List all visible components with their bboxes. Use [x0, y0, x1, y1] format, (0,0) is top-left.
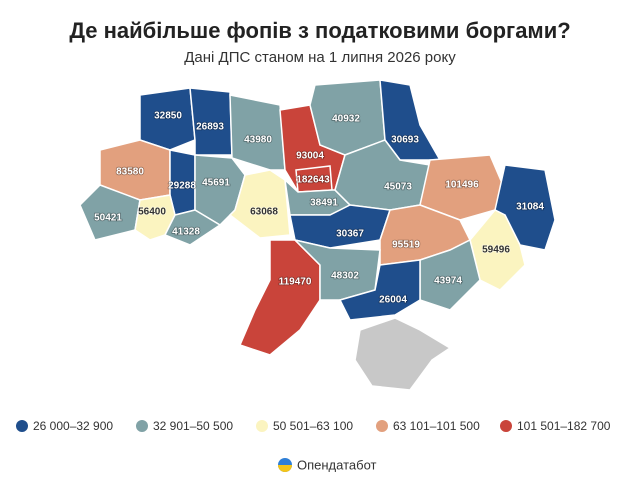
region-label: 95519 — [392, 240, 420, 251]
region-label: 119470 — [279, 277, 312, 288]
brand-name: Опендатабот — [297, 457, 377, 472]
region-label: 30367 — [336, 229, 364, 240]
region-label: 43974 — [434, 276, 462, 287]
region — [229, 94, 286, 171]
region — [238, 239, 321, 356]
region — [163, 209, 222, 246]
region-label: 56400 — [138, 207, 166, 218]
region-label: 182643 — [296, 175, 330, 186]
brand-icon-half — [278, 465, 292, 472]
map: 32850 26893 43980 93004 182643 40932 30693 8358… — [79, 79, 556, 391]
title: Де найбільше фопів з податковими боргами… — [69, 18, 570, 43]
region-label: 40932 — [332, 114, 360, 125]
region-label: 83580 — [116, 167, 144, 178]
region-label: 38491 — [310, 198, 338, 209]
region — [189, 87, 233, 156]
region-label: 50421 — [94, 213, 122, 224]
region-label: 31084 — [516, 202, 544, 213]
legend-swatch — [136, 420, 148, 432]
region-label: 45691 — [202, 178, 230, 189]
region-label: 29288 — [168, 181, 196, 192]
region-label: 93004 — [296, 151, 324, 162]
legend-label: 50 501–63 100 — [273, 419, 353, 433]
legend-label: 101 501–182 700 — [517, 419, 611, 433]
region — [469, 209, 526, 291]
region-label: 45073 — [384, 182, 412, 193]
region-label: 63068 — [250, 207, 278, 218]
crimea — [354, 317, 452, 391]
region-label: 41328 — [172, 227, 200, 238]
legend-label: 63 101–101 500 — [393, 419, 480, 433]
region-label: 32850 — [154, 111, 182, 122]
legend-swatch — [256, 420, 268, 432]
region-label: 101496 — [445, 180, 479, 191]
region-label: 43980 — [244, 135, 272, 146]
region-label: 30693 — [391, 135, 419, 146]
region-label: 26893 — [196, 122, 224, 133]
region — [139, 87, 196, 151]
region-label: 48302 — [331, 271, 359, 282]
region — [338, 259, 421, 321]
subtitle: Дані ДПС станом на 1 липня 2026 року — [184, 49, 456, 66]
region-label: 59496 — [482, 245, 510, 256]
legend-label: 26 000–32 900 — [33, 419, 113, 433]
legend-label: 32 901–50 500 — [153, 419, 233, 433]
region — [228, 169, 291, 239]
brand: Опендатабот — [278, 457, 377, 472]
region-label: 26004 — [379, 295, 407, 306]
legend-swatch — [500, 420, 512, 432]
legend: 26 000–32 900 32 901–50 500 50 501–63 100 6… — [16, 419, 611, 433]
legend-swatch — [16, 420, 28, 432]
legend-swatch — [376, 420, 388, 432]
